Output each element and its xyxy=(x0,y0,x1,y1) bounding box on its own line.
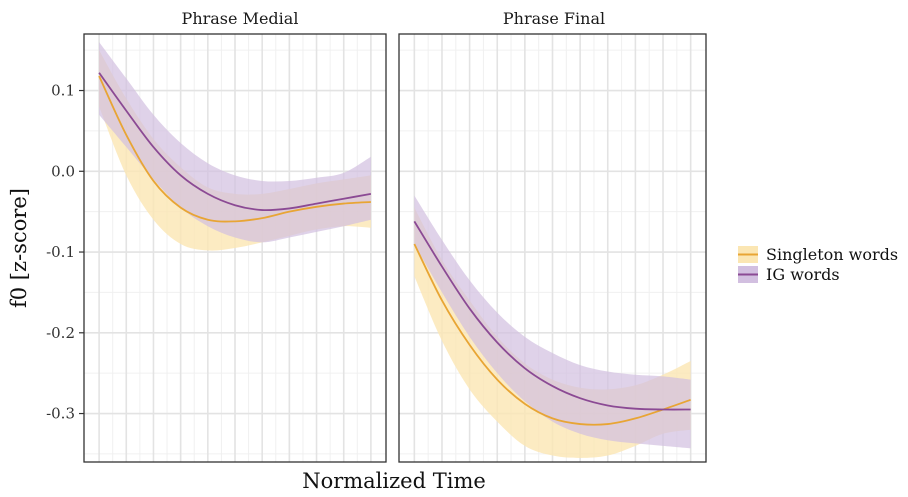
y-axis: 0.1 0.0 -0.1 -0.2 -0.3 xyxy=(46,82,84,423)
series-line-ig xyxy=(413,220,691,411)
legend-label-ig: IG words xyxy=(766,265,840,284)
y-tick-label: 0.0 xyxy=(51,162,75,180)
facet-title-phrase-final: Phrase Final xyxy=(503,9,605,28)
facet-panel-phrase-final xyxy=(398,33,707,463)
facet-panel-phrase-medial xyxy=(83,33,387,463)
legend: Singleton words IG words xyxy=(738,245,898,284)
confidence-band-ig xyxy=(99,42,371,243)
panel-border xyxy=(83,33,387,463)
series-line-singleton xyxy=(413,243,691,426)
confidence-band-ig xyxy=(414,195,691,449)
y-tick-label: -0.3 xyxy=(46,405,75,423)
y-tick-label: -0.2 xyxy=(46,324,75,342)
series-line-ig xyxy=(98,72,372,212)
x-axis-title: Normalized Time xyxy=(302,469,486,493)
panel-border xyxy=(398,33,707,463)
y-tick-label: 0.1 xyxy=(51,82,75,100)
facet-title-phrase-medial: Phrase Medial xyxy=(182,9,299,28)
series-line-singleton xyxy=(98,75,371,223)
y-tick-label: -0.1 xyxy=(46,243,75,261)
legend-label-singleton: Singleton words xyxy=(766,245,898,264)
y-axis-title: f0 [z-score] xyxy=(7,188,31,308)
